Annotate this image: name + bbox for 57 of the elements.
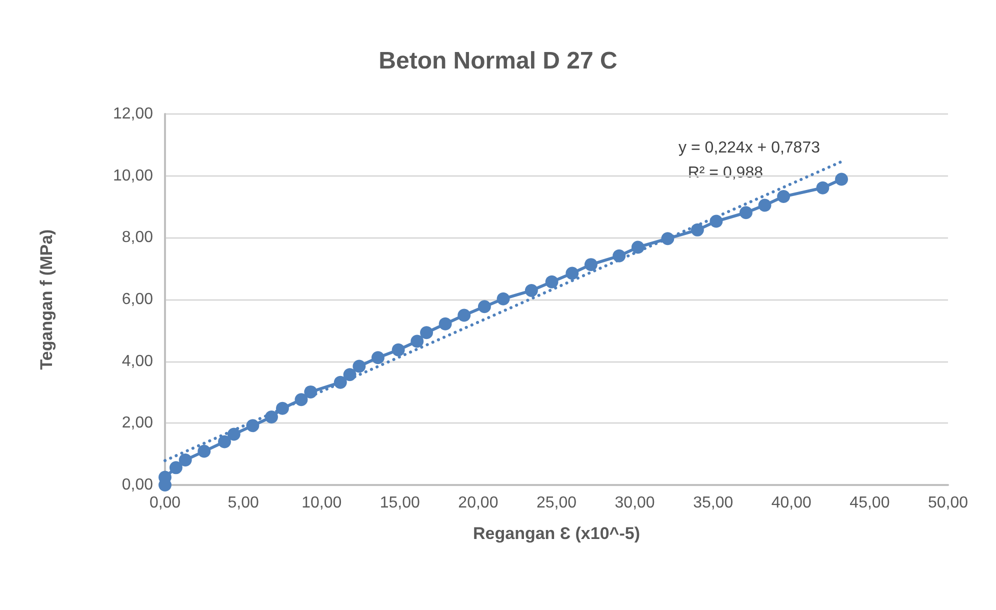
point	[458, 308, 471, 322]
point	[612, 249, 626, 262]
point	[740, 206, 752, 220]
y-tick-label: 12,00	[112, 106, 154, 122]
point	[352, 360, 366, 373]
point	[276, 402, 289, 415]
x-tick-label: 5,00	[228, 494, 259, 512]
point	[410, 334, 424, 348]
point	[777, 190, 790, 204]
x-tick-label: 10,00	[302, 494, 342, 512]
x-tick-label: 50,00	[928, 494, 968, 512]
point	[343, 368, 356, 382]
point	[496, 292, 510, 306]
x-tick-label: 35,00	[693, 494, 734, 512]
x-tick-label: 30,00	[614, 494, 655, 512]
y-axis-title: Tegangan f (MPa)	[37, 229, 56, 370]
point	[294, 393, 308, 406]
point	[246, 419, 260, 432]
y-tick-label: 6,00	[122, 291, 154, 308]
point	[371, 351, 384, 364]
point	[420, 326, 434, 340]
y-tick-label: 8,00	[122, 229, 154, 246]
point	[758, 198, 772, 212]
point	[835, 172, 848, 186]
point	[690, 223, 704, 236]
point	[438, 317, 452, 330]
point	[218, 435, 232, 448]
point	[178, 453, 192, 466]
y-tick-label: 10,00	[112, 167, 154, 184]
x-axis-title: Regangan Ɛ (x10^-5)	[472, 524, 640, 543]
point	[524, 284, 538, 298]
x-tick-label: 15,00	[380, 494, 420, 512]
x-tick-label: 20,00	[458, 494, 498, 512]
y-tick-label: 2,00	[122, 414, 154, 432]
annotation: y = 0,224x + 0,7873	[678, 140, 820, 156]
x-tick-label: 0,00	[149, 494, 181, 512]
point	[392, 343, 405, 356]
point	[566, 266, 579, 280]
point	[227, 428, 240, 441]
point	[304, 385, 318, 398]
y-tick-label: 4,00	[122, 352, 154, 370]
point	[661, 232, 674, 246]
point	[265, 410, 278, 424]
chart-title: Beton Normal D 27 C	[378, 48, 618, 74]
point	[816, 181, 830, 194]
point	[584, 258, 598, 272]
point	[169, 461, 182, 474]
y-tick-label: 0,00	[122, 476, 154, 494]
point	[334, 376, 347, 389]
point	[478, 300, 491, 314]
x-tick-label: 40,00	[771, 494, 812, 512]
point	[198, 444, 211, 458]
point	[545, 275, 558, 288]
point	[631, 240, 644, 254]
x-tick-label: 45,00	[850, 494, 890, 512]
point	[710, 214, 723, 228]
x-tick-label: 25,00	[536, 494, 577, 512]
